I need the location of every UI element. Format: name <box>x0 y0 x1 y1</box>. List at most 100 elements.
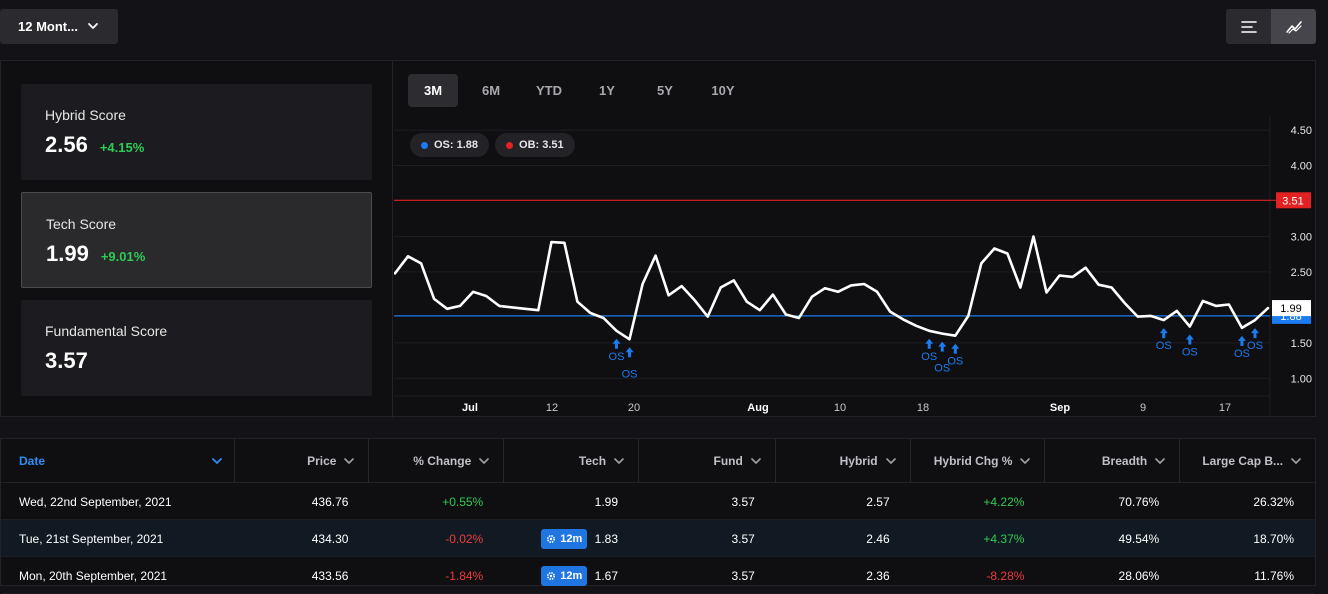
x-tick-label: 17 <box>1219 402 1231 414</box>
os-signal-label: OS <box>609 351 625 363</box>
x-tick-label: Jul <box>462 402 478 414</box>
hybrid-score-card[interactable]: Hybrid Score 2.56 +4.15% <box>21 84 372 180</box>
range-tabs: 3M 6M YTD 1Y 5Y 10Y <box>408 74 756 107</box>
cell-fund: 3.57 <box>731 494 755 509</box>
period-badge-label: 12m <box>560 532 583 545</box>
arrow-up-icon <box>1159 328 1168 339</box>
arrow-up-icon <box>1237 335 1246 346</box>
column-header-label: Tech <box>578 454 607 468</box>
chevron-down-icon <box>751 458 761 464</box>
y-tick-label: 4.50 <box>1291 125 1312 137</box>
x-tick-label: Aug <box>747 402 768 414</box>
column-header-label: % Change <box>413 454 472 468</box>
os-signal-marker[interactable]: OS <box>1247 328 1263 352</box>
arrow-up-icon <box>625 347 634 358</box>
chevron-down-icon <box>885 458 896 464</box>
os-signal-label: OS <box>1182 347 1198 359</box>
cell-hybrid-chg: -8.28% <box>986 568 1025 583</box>
tab-ytd[interactable]: YTD <box>536 83 562 98</box>
score-change: +9.01% <box>100 249 146 264</box>
oversold-pill-label: OS: 1.88 <box>434 139 479 151</box>
column-header-date[interactable]: Date <box>1 439 235 483</box>
column-header-breadth[interactable]: Breadth <box>1045 439 1181 483</box>
overbought-dot <box>506 141 514 149</box>
tab-10y[interactable]: 10Y <box>711 83 735 98</box>
os-signal-marker[interactable]: OS <box>622 347 638 380</box>
score-title: Fundamental Score <box>45 323 168 339</box>
cell-change: -0.02% <box>445 531 484 546</box>
overbought-pill[interactable]: OB: 3.51 <box>495 133 575 157</box>
tech-score-line <box>394 235 1270 341</box>
tab-5y[interactable]: 5Y <box>657 83 673 98</box>
y-tick-label: 2.50 <box>1291 267 1312 279</box>
os-signal-marker[interactable]: OS <box>921 338 937 363</box>
cell-hybrid: 2.46 <box>866 531 890 546</box>
y-tick-label: 1.00 <box>1291 373 1312 385</box>
column-header-large-cap[interactable]: Large Cap B... <box>1180 439 1315 483</box>
os-signal-marker[interactable]: OS <box>934 341 950 375</box>
column-header-label: Breadth <box>1101 454 1148 468</box>
x-tick-label: 9 <box>1140 402 1146 414</box>
period-select[interactable]: 12 Mont... <box>0 9 118 44</box>
oversold-pill[interactable]: OS: 1.88 <box>410 133 490 157</box>
column-header-fund[interactable]: Fund <box>639 439 776 483</box>
os-signal-label: OS <box>947 356 963 368</box>
score-chart-panel: Hybrid Score 2.56 +4.15% Tech Score 1.99… <box>0 60 1316 418</box>
score-history-table: Date Price % Change Tech Fund Hybrid Hyb… <box>0 438 1316 594</box>
column-header-label: Fund <box>713 454 743 468</box>
os-signal-marker[interactable]: OS <box>1182 334 1198 359</box>
x-tick-label: 10 <box>834 402 846 414</box>
cell-large-cap: 26.32% <box>1253 494 1295 509</box>
score-title: Hybrid Score <box>45 107 126 123</box>
column-header-change[interactable]: % Change <box>369 439 505 483</box>
cell-breadth: 49.54% <box>1118 531 1160 546</box>
score-cards: Hybrid Score 2.56 +4.15% Tech Score 1.99… <box>1 61 393 418</box>
cell-fund: 3.57 <box>731 568 755 583</box>
cell-hybrid: 2.57 <box>866 494 890 509</box>
chart-view-button[interactable] <box>1271 9 1316 44</box>
cell-fund: 3.57 <box>731 531 755 546</box>
cell-tech-value: 1.67 <box>594 568 619 583</box>
column-header-hybrid[interactable]: Hybrid <box>776 439 911 483</box>
cell-tech-value: 1.99 <box>594 494 619 509</box>
period-badge[interactable]: 12m <box>541 528 588 549</box>
overbought-pill-label: OB: 3.51 <box>519 139 564 151</box>
view-toggle <box>1226 9 1316 44</box>
score-value: 3.57 <box>45 348 88 373</box>
tech-score-chart: 4.50 4.00 3.00 2.50 1.50 1.00 Jul 12 20 Aug 10 18 Se… <box>394 116 1312 418</box>
table-row[interactable]: Mon, 20th September, 2021 433.56 -1.84% … <box>1 557 1315 594</box>
cell-price: 434.30 <box>311 531 349 546</box>
os-signal-marker[interactable]: OS <box>609 338 625 363</box>
column-header-hybrid-chg[interactable]: Hybrid Chg % <box>911 439 1046 483</box>
os-signal-label: OS <box>1234 348 1250 360</box>
os-signal-label: OS <box>921 351 937 363</box>
x-tick-label: 12 <box>546 402 558 414</box>
cell-breadth: 28.06% <box>1118 568 1160 583</box>
os-signal-marker[interactable]: OS <box>1234 335 1250 360</box>
list-view-button[interactable] <box>1226 9 1271 44</box>
oversold-dot <box>421 141 428 149</box>
chevron-down-icon <box>344 458 355 464</box>
fundamental-score-card[interactable]: Fundamental Score 3.57 <box>21 300 372 396</box>
tab-3m[interactable]: 3M <box>408 74 458 107</box>
table-header: Date Price % Change Tech Fund Hybrid Hyb… <box>1 439 1315 483</box>
column-header-label: Price <box>307 454 337 468</box>
cell-date: Wed, 22nd September, 2021 <box>19 494 172 509</box>
os-signal-marker[interactable]: OS <box>1156 328 1172 352</box>
cell-hybrid: 2.36 <box>866 568 890 583</box>
overbought-marker <box>1276 192 1311 209</box>
period-badge[interactable]: 12m <box>541 565 588 586</box>
tech-score-card[interactable]: Tech Score 1.99 +9.01% <box>21 192 372 288</box>
table-row[interactable]: Wed, 22nd September, 2021 436.76 +0.55% … <box>1 483 1315 520</box>
cell-hybrid-chg: +4.22% <box>983 494 1025 509</box>
column-header-price[interactable]: Price <box>235 439 370 483</box>
os-signal-label: OS <box>622 368 638 380</box>
os-signal-marker[interactable]: OS <box>947 343 963 368</box>
cell-change: -1.84% <box>445 568 484 583</box>
table-row[interactable]: Tue, 21st September, 2021 434.30 -0.02% … <box>1 520 1315 557</box>
tab-6m[interactable]: 6M <box>481 83 501 98</box>
score-title: Tech Score <box>46 216 117 232</box>
tab-1y[interactable]: 1Y <box>599 83 615 98</box>
cell-change: +0.55% <box>442 494 484 509</box>
column-header-tech[interactable]: Tech <box>504 439 640 483</box>
